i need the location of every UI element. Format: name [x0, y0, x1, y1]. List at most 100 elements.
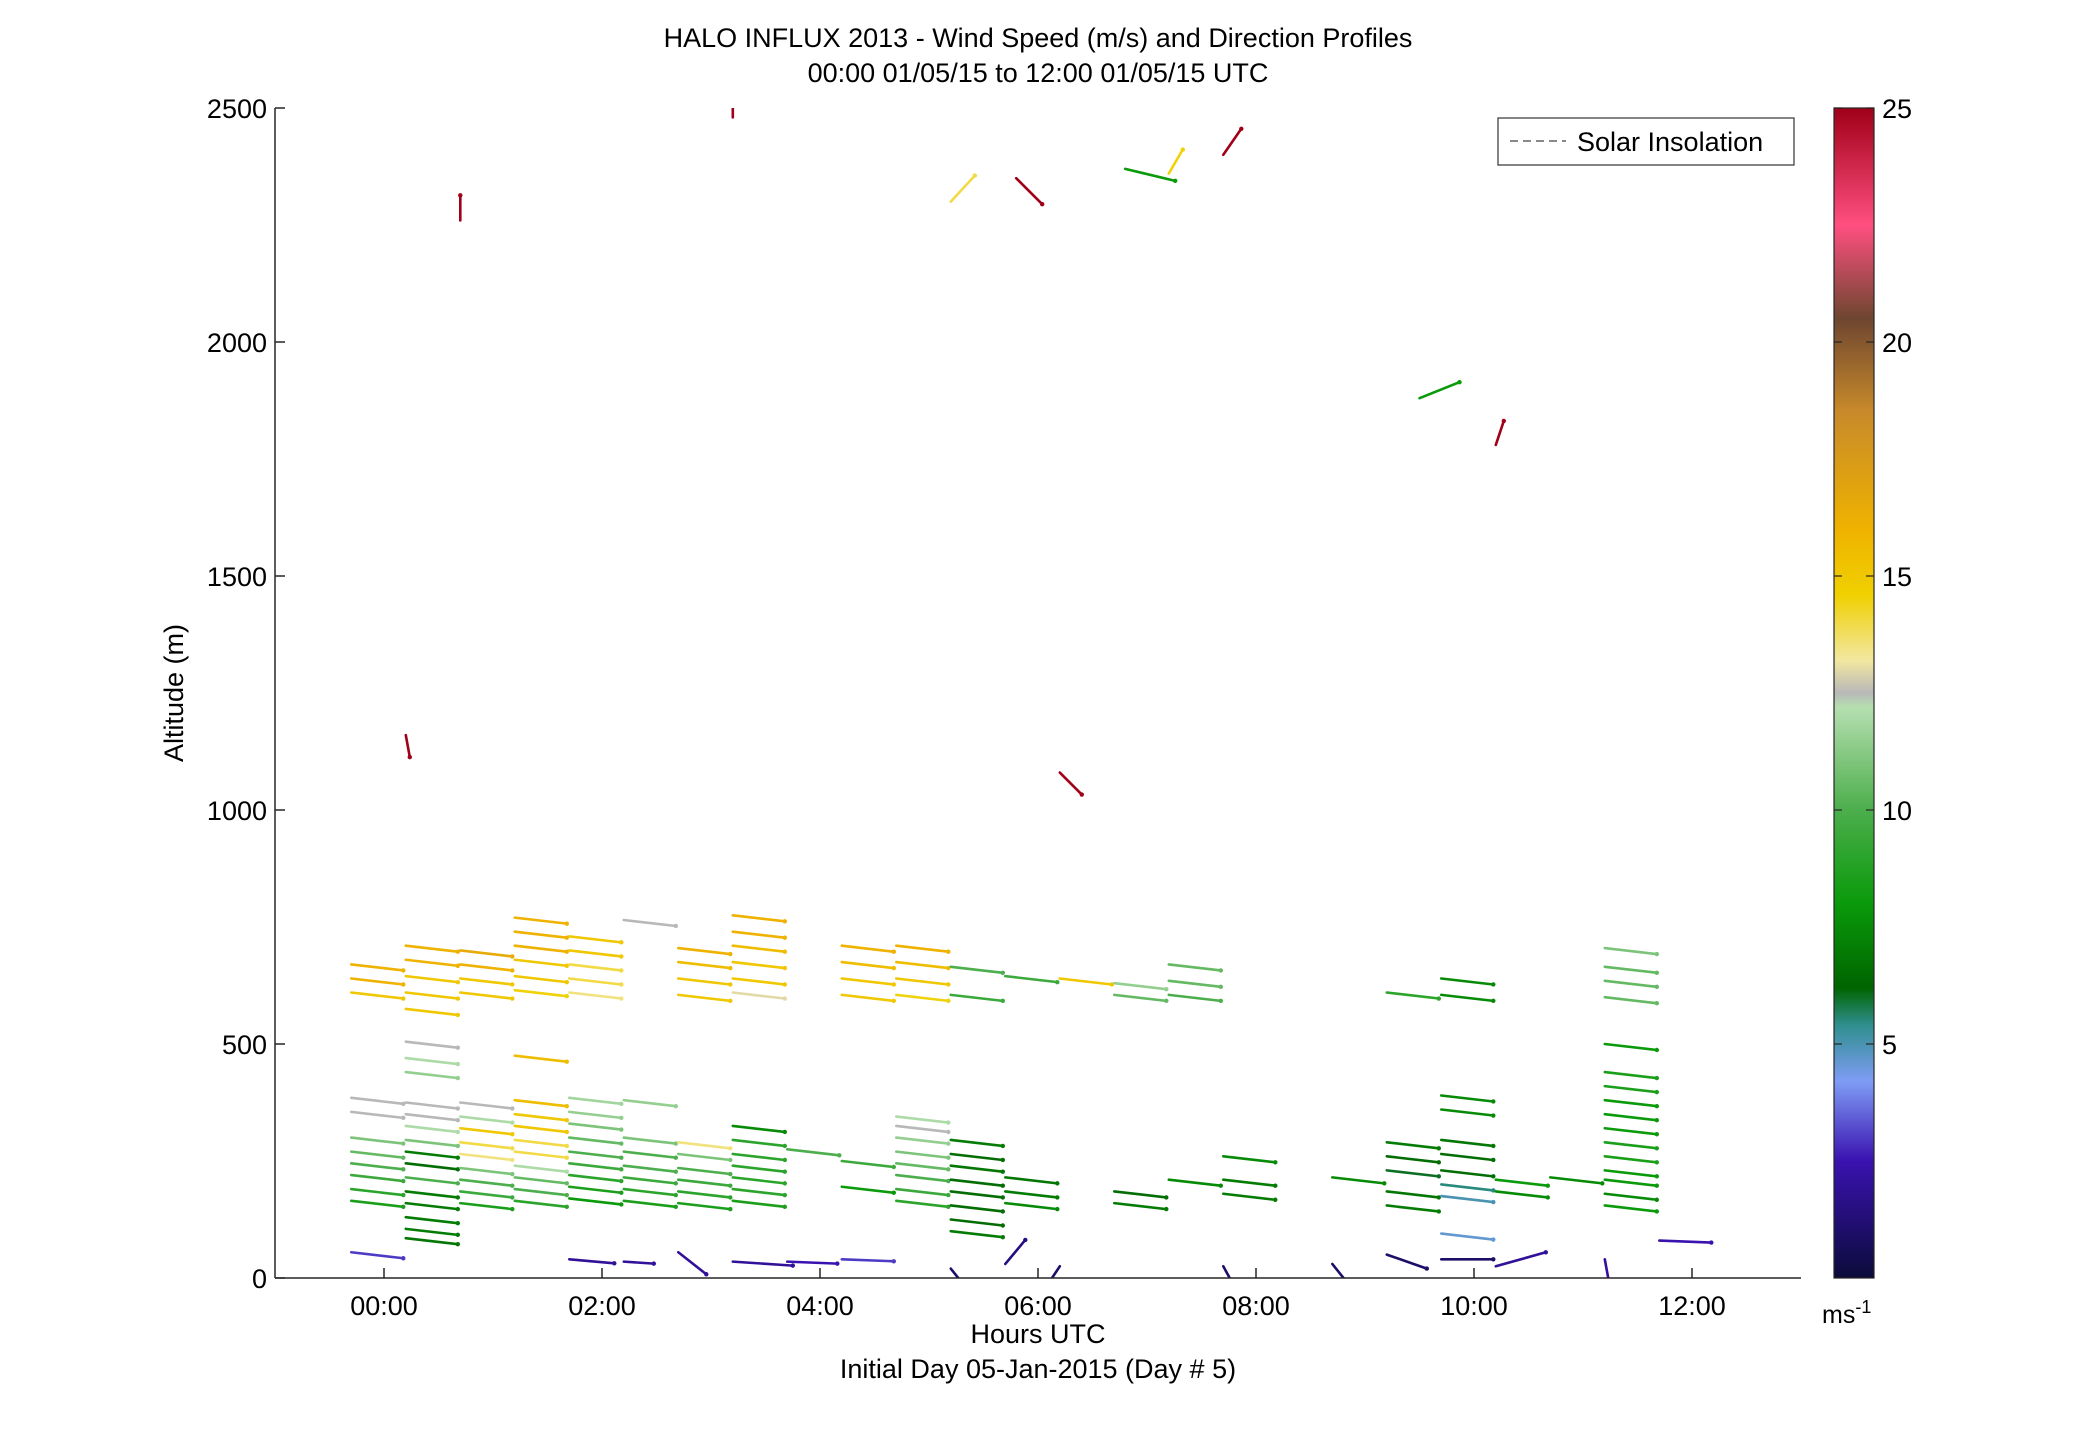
- wind-barb: [513, 988, 569, 998]
- chart-subtitle: 00:00 01/05/15 to 12:00 01/05/15 UTC: [808, 58, 1269, 88]
- wind-barb: [1603, 979, 1659, 989]
- wind-barb-head: [619, 1127, 624, 1132]
- wind-barb: [840, 1257, 896, 1263]
- wind-barb: [1440, 1152, 1495, 1162]
- wind-barb: [567, 1122, 623, 1131]
- wind-barb: [458, 1166, 514, 1176]
- wind-barb-head: [510, 996, 515, 1001]
- wind-barb: [458, 1101, 514, 1110]
- wind-barb-head: [510, 1106, 515, 1111]
- wind-barb: [513, 916, 569, 925]
- wind-barb: [676, 993, 732, 1003]
- wind-barb: [349, 1162, 405, 1171]
- wind-barb-head: [1491, 998, 1496, 1004]
- colorbar: 5 10 15 20 25 ms-1: [1822, 94, 1912, 1329]
- wind-barb: [567, 1173, 623, 1183]
- wind-barb: [458, 1201, 514, 1211]
- wind-barb-head: [782, 1157, 787, 1163]
- wind-barb: [622, 1136, 678, 1145]
- wind-barb-head: [1079, 792, 1085, 797]
- wind-barb: [676, 960, 732, 970]
- wind-barb: [949, 1178, 1005, 1188]
- wind-barb-head: [728, 1183, 733, 1188]
- wind-barb: [349, 1150, 405, 1159]
- wind-barb: [404, 1070, 460, 1080]
- wind-barb: [622, 1260, 656, 1265]
- wind-barb: [513, 1187, 569, 1197]
- wind-barb-head: [455, 1242, 460, 1247]
- wind-barb-head: [782, 1129, 787, 1135]
- wind-barb: [894, 1187, 950, 1197]
- wind-barb-head: [564, 1192, 569, 1198]
- wind-barb: [1331, 1262, 1346, 1278]
- wind-barb: [1603, 1112, 1659, 1122]
- wind-barb: [1603, 1204, 1659, 1213]
- wind-barb: [949, 965, 1005, 975]
- wind-barb-head: [401, 1115, 406, 1121]
- wind-barb-head: [1233, 1286, 1237, 1290]
- wind-barb-head: [455, 1075, 460, 1081]
- wind-barb-head: [1164, 986, 1169, 992]
- wind-barb-head: [1000, 1143, 1005, 1149]
- wind-barb: [349, 1199, 405, 1209]
- wind-barb: [1003, 1176, 1059, 1185]
- wind-barb: [894, 977, 950, 986]
- wind-barb-head: [612, 1261, 617, 1266]
- wind-barb: [567, 1185, 623, 1195]
- wind-barb: [349, 963, 405, 972]
- wind-barb: [458, 1126, 514, 1136]
- wind-barb-head: [1055, 1181, 1060, 1186]
- wind-barb: [676, 946, 732, 956]
- wind-barb-head: [728, 951, 733, 957]
- wind-barb-head: [564, 993, 569, 999]
- wind-barb: [1167, 993, 1223, 1003]
- wind-barb: [513, 1164, 569, 1173]
- wind-barb-head: [1654, 1075, 1660, 1081]
- wind-barb: [731, 1199, 787, 1209]
- x-axis-sublabel: Initial Day 05-Jan-2015 (Day # 5): [840, 1354, 1236, 1384]
- wind-barb-head: [1491, 1237, 1496, 1242]
- wind-barb-head: [946, 1167, 951, 1172]
- wind-barb: [1440, 1183, 1495, 1192]
- wind-barb: [567, 991, 623, 1000]
- wind-barb: [1385, 1155, 1441, 1164]
- wind-barb-head: [1545, 1195, 1551, 1200]
- wind-barb-head: [1436, 996, 1442, 1001]
- wind-barb: [1113, 993, 1168, 1003]
- wind-barb: [567, 1197, 623, 1206]
- wind-barb-head: [455, 1167, 460, 1172]
- wind-barb: [349, 1250, 405, 1260]
- wind-barb: [949, 174, 977, 203]
- wind-barb: [1603, 1169, 1659, 1178]
- wind-barb-head: [1000, 1223, 1005, 1228]
- wind-barb-head: [401, 1204, 406, 1209]
- wind-barb-head: [728, 965, 733, 971]
- wind-barb-head: [1501, 418, 1507, 424]
- wind-barb-head: [1654, 1174, 1660, 1179]
- wind-barb-head: [790, 1263, 795, 1268]
- wind-barb-head: [1180, 147, 1186, 152]
- wind-barb: [1494, 1251, 1548, 1268]
- wind-barb: [1603, 1070, 1659, 1080]
- plot-area: [275, 108, 1801, 1278]
- wind-barb: [1113, 1201, 1168, 1211]
- wind-barb-head: [891, 949, 896, 954]
- wind-barb: [622, 1176, 678, 1185]
- wind-barb-head: [1654, 1118, 1660, 1123]
- wind-barb-head: [510, 968, 515, 973]
- wind-barb-head: [564, 1059, 569, 1064]
- wind-barb-head: [728, 1146, 733, 1151]
- wind-barb-head: [1218, 968, 1224, 973]
- wind-barb-head: [564, 1103, 569, 1109]
- wind-barb: [513, 1150, 569, 1159]
- wind-barb-head: [782, 1192, 787, 1198]
- wind-barb-head: [1164, 998, 1169, 1004]
- wind-barb: [404, 1190, 460, 1199]
- wind-barb-head: [1046, 1282, 1050, 1286]
- wind-barb: [458, 1152, 514, 1162]
- wind-barb: [1603, 1084, 1659, 1094]
- wind-barb: [1050, 1265, 1062, 1278]
- wind-barb-head: [1491, 1099, 1496, 1104]
- wind-barb-head: [673, 1155, 678, 1160]
